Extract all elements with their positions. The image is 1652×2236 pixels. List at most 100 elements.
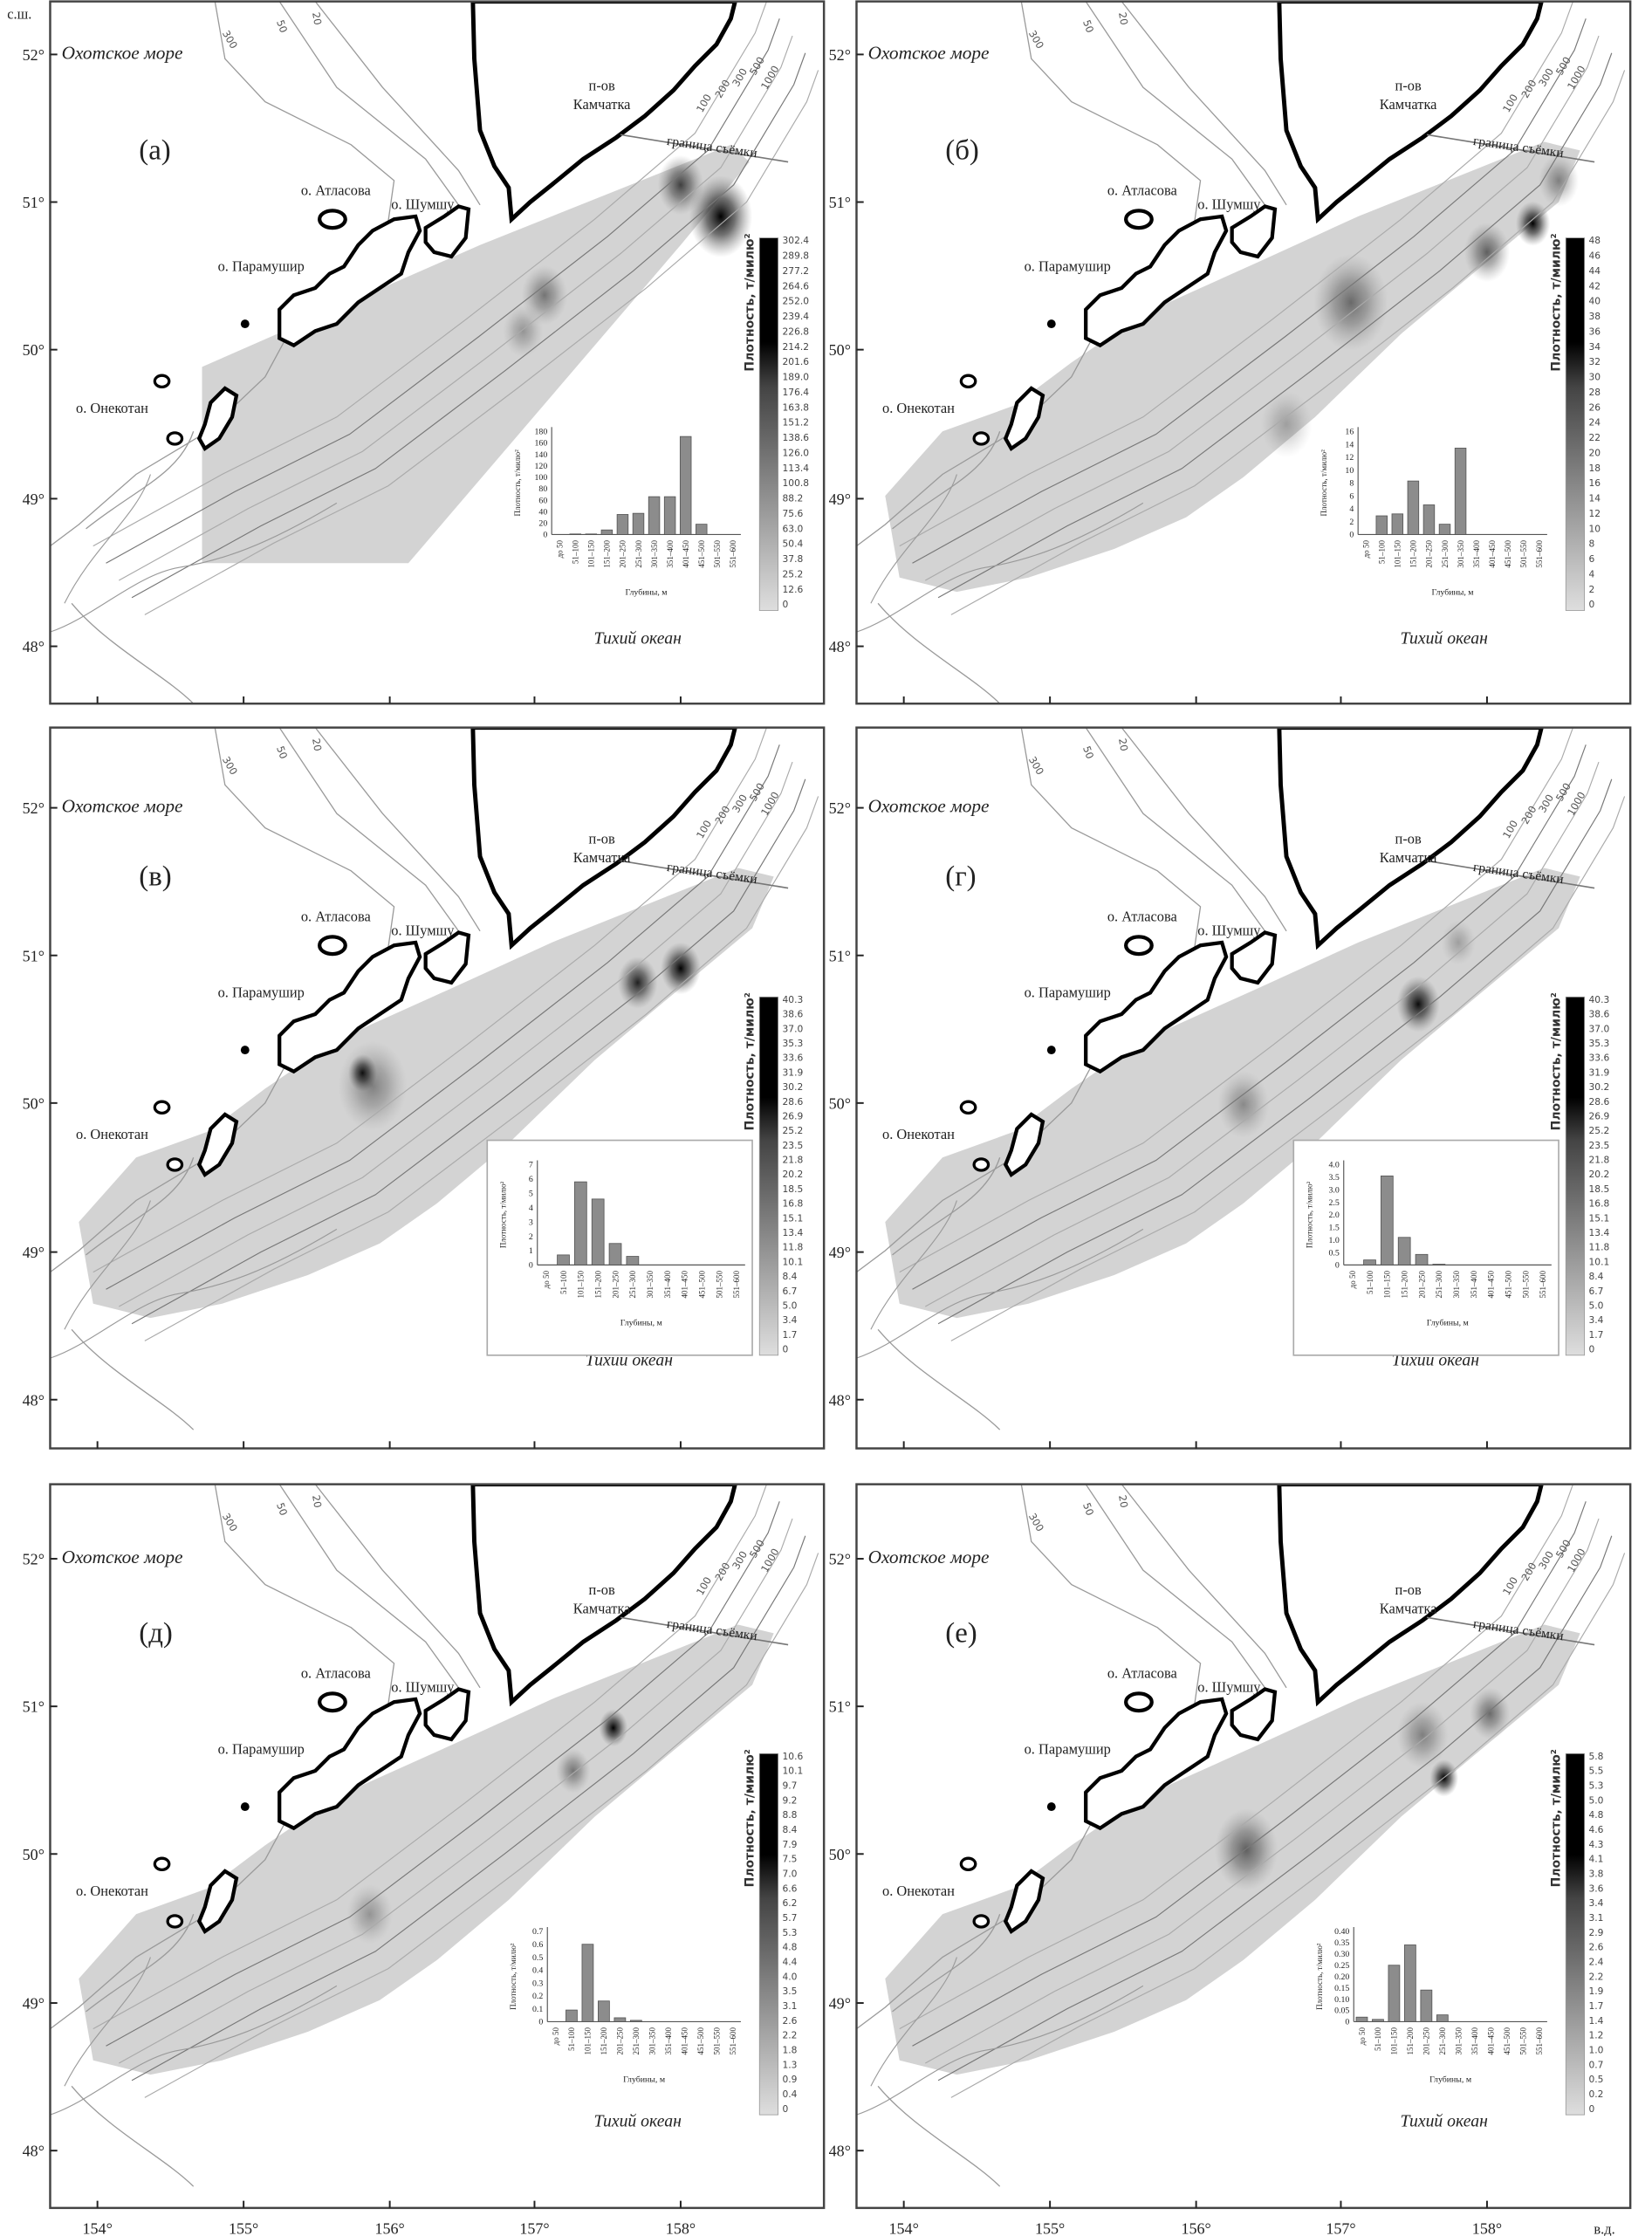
peninsula-label: Камчатка xyxy=(573,1600,631,1616)
lat-label: 51° xyxy=(829,947,851,964)
colorbar-title: Плотность, т/милю² xyxy=(1550,992,1564,1130)
lat-unit-label: с.ш. xyxy=(7,5,31,22)
density-hotspot xyxy=(556,1748,591,1794)
colorbar-tick-label: 100.8 xyxy=(783,477,810,489)
sea-label: Охотское море xyxy=(62,42,183,63)
lon-label: 157° xyxy=(519,2219,549,2236)
colorbar-tick-label: 30.2 xyxy=(1589,1081,1610,1093)
colorbar-tick-label: 75.6 xyxy=(783,508,804,519)
colorbar-tick-label: 5.8 xyxy=(1589,1751,1604,1762)
sea-label: Охотское море xyxy=(868,1547,990,1567)
onekotan-island xyxy=(196,386,239,452)
map-panel: 52° 51° 50° 49° 48° Охотское море п-ов Камчатка… xyxy=(23,726,826,1450)
ocean-label: Тихий океан xyxy=(1401,628,1489,648)
paramushir-island xyxy=(1084,940,1229,1074)
density-hotspot xyxy=(660,942,701,995)
histogram-bar xyxy=(566,2009,578,2022)
peninsula-label: Камчатка xyxy=(573,849,631,866)
atlasova-label: о. Атласова xyxy=(1107,182,1178,198)
histogram-y-tick-label: 0 xyxy=(1349,531,1354,540)
depth-histogram: 0 0.5 1.0 1.5 2.0 2.5 3.0 3.5 4.0 до 50 51–100 101–… xyxy=(1292,1139,1559,1356)
onekotan-label: о. Онекотан xyxy=(76,1883,148,1899)
histogram-x-tick-label: 501–550 xyxy=(715,1270,723,1298)
colorbar-tick-label: 36 xyxy=(1589,326,1601,337)
histogram-x-tick-label: 201–250 xyxy=(616,2027,625,2054)
isobath-line xyxy=(877,2085,1001,2187)
colorbar-title: Плотность, т/милю² xyxy=(1550,233,1564,371)
colorbar-title: Плотность, т/милю² xyxy=(744,992,757,1130)
histogram-y-tick-label: 1.0 xyxy=(1329,1236,1340,1245)
isobath-line xyxy=(1121,727,1287,932)
kamchatka-coast xyxy=(1277,1484,1544,1707)
histogram-bar xyxy=(632,512,645,535)
histogram-bar xyxy=(557,1254,570,1265)
histogram-bar xyxy=(581,1944,594,2022)
panel-label: (б) xyxy=(945,134,979,166)
colorbar-tick-label: 9.7 xyxy=(783,1780,798,1792)
density-hotspot xyxy=(689,175,753,257)
colorbar-tick-label: 3.8 xyxy=(1589,1869,1604,1880)
colorbar-tick-label: 4.8 xyxy=(1589,1809,1604,1821)
lat-label: 52° xyxy=(829,799,851,817)
colorbar-tick-label: 5.3 xyxy=(783,1927,798,1938)
colorbar-tick-label: 12.6 xyxy=(783,584,804,595)
histogram-x-tick-label: 551–600 xyxy=(732,1270,741,1298)
histogram-x-tick-label: 251–300 xyxy=(1441,540,1450,568)
histogram-x-tick-label: 251–300 xyxy=(634,540,643,568)
histogram-bar xyxy=(1422,504,1436,535)
colorbar-tick-label: 13.4 xyxy=(1589,1227,1610,1238)
colorbar-tick-label: 264.6 xyxy=(783,280,810,292)
histogram-bar xyxy=(1404,1944,1416,2022)
histogram-x-label: Глубины, м xyxy=(1427,1318,1469,1327)
histogram-bar xyxy=(1397,1237,1411,1265)
isobath-label: 20 xyxy=(1116,737,1130,752)
histogram-y-tick-label: 7 xyxy=(529,1161,533,1170)
isobath-line xyxy=(106,18,780,564)
panel-label: (г) xyxy=(945,861,976,892)
colorbar-tick-label: 0 xyxy=(783,1344,789,1355)
colorbar-tick-label: 6.6 xyxy=(783,1883,798,1894)
colorbar-tick-label: 252.0 xyxy=(783,296,810,307)
histogram-x-tick-label: 251–300 xyxy=(1438,2027,1447,2054)
isobath-line xyxy=(50,1200,338,1359)
histogram-x-tick-label: 401–450 xyxy=(682,540,690,568)
colorbar-tick-label: 1.9 xyxy=(1589,1986,1604,1997)
histogram-x-tick-label: 351–400 xyxy=(666,540,675,568)
isobath-line xyxy=(314,1,481,206)
colorbar-tick-label: 38.6 xyxy=(1589,1009,1610,1020)
colorbar-tick-label: 5.5 xyxy=(1589,1766,1604,1777)
colorbar-tick-label: 16.8 xyxy=(783,1198,804,1210)
colorbar xyxy=(758,237,779,611)
isobath-label: 20 xyxy=(310,737,324,752)
isobath-line xyxy=(50,1957,338,2116)
histogram-x-tick-label: 151–200 xyxy=(1409,540,1418,568)
colorbar-tick-label: 33.6 xyxy=(1589,1053,1610,1064)
histogram-x-tick-label: 301–350 xyxy=(1455,2027,1463,2054)
small-island xyxy=(153,1856,171,1871)
isobath-line xyxy=(1121,1484,1287,1689)
isobath-line xyxy=(131,778,806,1325)
histogram-x-tick-label: 151–200 xyxy=(1400,1270,1409,1298)
lat-label: 48° xyxy=(23,1391,45,1409)
peninsula-label: п-ов xyxy=(589,1581,615,1598)
histogram-bar xyxy=(600,529,614,535)
colorbar-tick-label: 44 xyxy=(1589,265,1601,277)
panel-label: (в) xyxy=(139,861,171,892)
colorbar-tick-label: 23.5 xyxy=(1589,1140,1610,1151)
density-hotspot xyxy=(1217,1071,1270,1138)
histogram-x-tick-label: 451–500 xyxy=(1503,2027,1511,2054)
colorbar-tick-label: 20.2 xyxy=(1589,1169,1610,1180)
colorbar-tick-label: 28 xyxy=(1589,387,1601,398)
isobath-line xyxy=(1085,727,1265,932)
lat-label: 49° xyxy=(23,1244,45,1261)
histogram-x-tick-label: 551–600 xyxy=(1535,2027,1544,2054)
colorbar-tick-label: 4.4 xyxy=(783,1957,798,1968)
lon-label: 158° xyxy=(1472,2219,1502,2236)
histogram-y-tick-label: 0.4 xyxy=(532,1966,543,1976)
colorbar-tick-label: 151.2 xyxy=(783,417,810,429)
isobath-line xyxy=(937,52,1613,599)
colorbar-tick-label: 10.6 xyxy=(783,1751,804,1762)
colorbar-tick-label: 8.4 xyxy=(783,1271,798,1282)
histogram-bar xyxy=(614,2017,627,2022)
survey-boundary-line xyxy=(620,1616,789,1646)
